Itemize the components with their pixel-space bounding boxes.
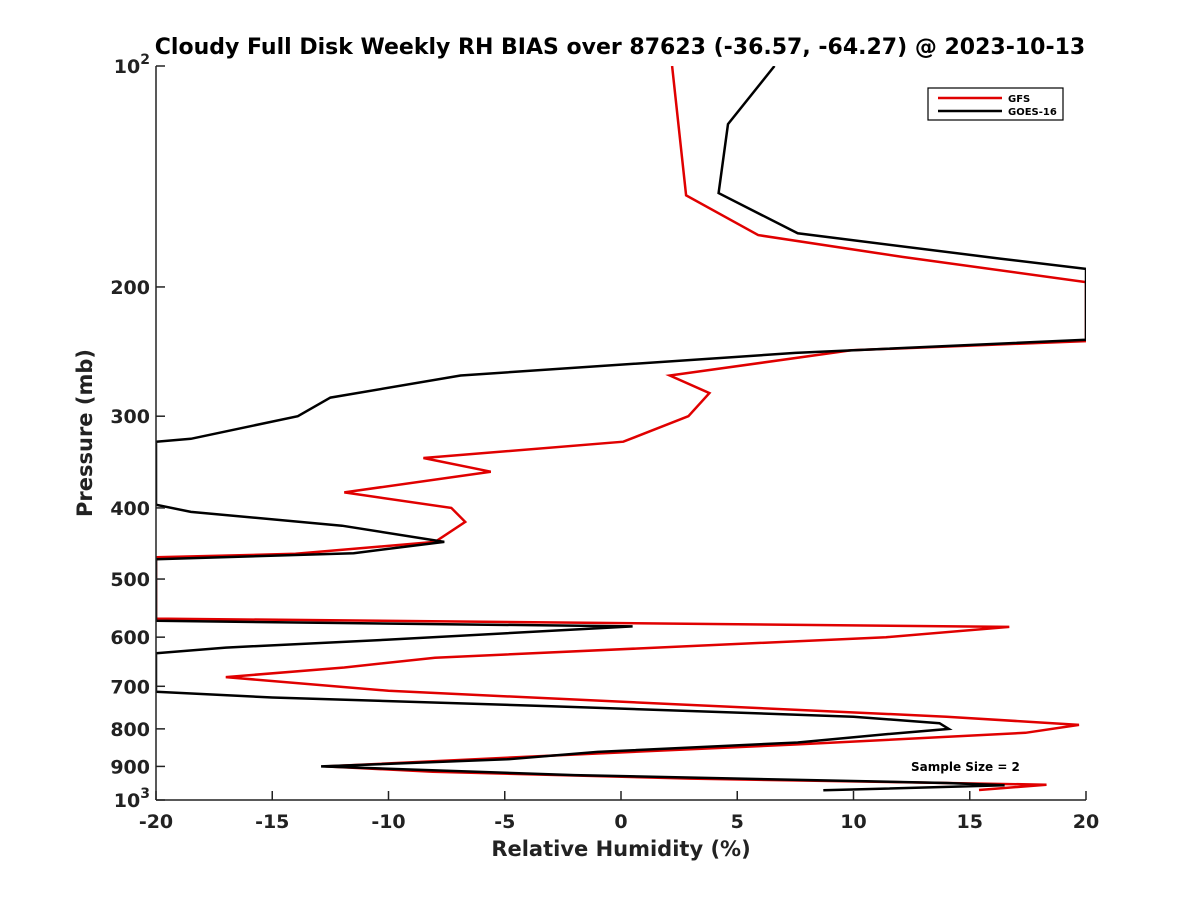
- legend-label-gfs: GFS: [1008, 94, 1030, 105]
- legend-label-goes16: GOES-16: [1008, 107, 1057, 118]
- y-tick-label: 102: [114, 52, 150, 78]
- x-tick-label: 20: [1073, 811, 1099, 833]
- x-tick-label: -5: [494, 811, 515, 833]
- y-tick-label: 700: [110, 676, 150, 698]
- y-tick-label: 800: [110, 719, 150, 741]
- x-tick-label: 5: [731, 811, 744, 833]
- y-tick-label: 400: [110, 498, 150, 520]
- series-line-gfs: [156, 66, 1086, 792]
- y-axis-ticks: 102 200 300 400 500 600 700 800 900 103: [110, 52, 165, 812]
- x-tick-label: 0: [614, 811, 627, 833]
- x-axis-label: Relative Humidity (%): [491, 837, 750, 861]
- x-tick-label: -10: [371, 811, 405, 833]
- chart-title: Cloudy Full Disk Weekly RH BIAS over 876…: [155, 35, 1085, 60]
- plot-area: [155, 66, 1086, 801]
- x-tick-label: 10: [840, 811, 866, 833]
- sample-size-annotation: Sample Size = 2: [911, 760, 1020, 774]
- x-tick-label: -15: [255, 811, 289, 833]
- y-tick-label: 103: [114, 786, 150, 812]
- legend-box: [927, 87, 1064, 121]
- x-tick-label: 15: [957, 811, 983, 833]
- legend: GFS GOES-16: [927, 87, 1064, 121]
- x-axis-ticks: -20 -15 -10 -5 0 5 10 15 20: [139, 791, 1099, 833]
- x-tick-label: -20: [139, 811, 173, 833]
- y-tick-label: 900: [110, 756, 150, 778]
- series-line-goes-16: [156, 66, 1086, 792]
- y-tick-label: 600: [110, 627, 150, 649]
- y-tick-label: 500: [110, 569, 150, 591]
- y-tick-label: 300: [110, 406, 150, 428]
- y-tick-label: 200: [110, 277, 150, 299]
- y-axis-label: Pressure (mb): [73, 349, 97, 517]
